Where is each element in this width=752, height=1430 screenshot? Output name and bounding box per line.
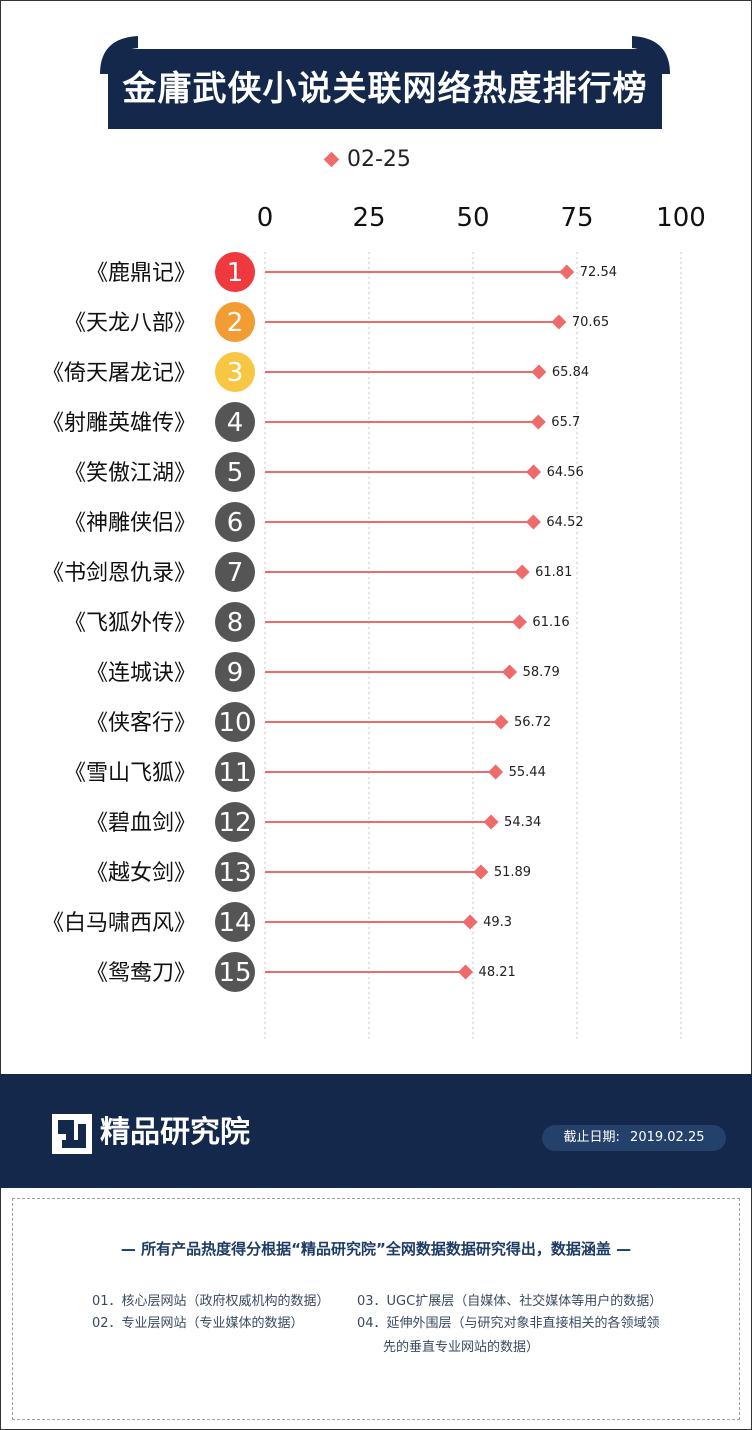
data-label: 72.54 bbox=[580, 265, 617, 280]
rank-number: 6 bbox=[227, 508, 244, 538]
rank-number: 4 bbox=[227, 408, 244, 438]
rank-badge bbox=[215, 952, 255, 992]
rank-number: 3 bbox=[227, 358, 244, 388]
note-item-04-cont: 先的垂直专业网站的数据） bbox=[383, 1340, 540, 1355]
lollipop-marker bbox=[531, 364, 547, 380]
category-label: 《越女剑》 bbox=[86, 861, 196, 886]
category-label: 《书剑恩仇录》 bbox=[42, 561, 196, 586]
rank-number: 2 bbox=[227, 308, 244, 338]
rank-badge bbox=[215, 652, 255, 692]
notes-panel bbox=[12, 1198, 740, 1420]
rank-number: 1 bbox=[227, 258, 244, 288]
category-label: 《倚天屠龙记》 bbox=[42, 361, 196, 386]
category-label: 《飞狐外传》 bbox=[64, 611, 196, 636]
x-tick-label: 0 bbox=[257, 203, 274, 233]
lollipop-marker bbox=[526, 464, 542, 480]
data-label: 61.81 bbox=[535, 565, 572, 580]
category-label: 《碧血剑》 bbox=[86, 811, 196, 836]
rank-number: 11 bbox=[218, 758, 251, 788]
data-label: 65.84 bbox=[552, 365, 589, 380]
brand-logo-icon bbox=[52, 1114, 92, 1154]
data-label: 58.79 bbox=[523, 665, 560, 680]
category-label: 《射雕英雄传》 bbox=[42, 411, 196, 436]
category-label: 《鸳鸯刀》 bbox=[86, 961, 196, 986]
data-label: 48.21 bbox=[479, 965, 516, 980]
category-label: 《神雕侠侣》 bbox=[64, 511, 196, 536]
rank-badge bbox=[215, 902, 255, 942]
lollipop-marker bbox=[473, 864, 489, 880]
lollipop-marker bbox=[488, 764, 504, 780]
data-label: 64.56 bbox=[547, 465, 584, 480]
lollipop-marker bbox=[458, 964, 474, 980]
data-label: 49.3 bbox=[483, 915, 512, 930]
lollipop-marker bbox=[511, 614, 527, 630]
category-label: 《连城诀》 bbox=[86, 661, 196, 686]
notes-heading: — 所有产品热度得分根据“精品研究院”全网数据数据研究得出，数据涵盖 — bbox=[120, 1240, 632, 1258]
data-label: 51.89 bbox=[494, 865, 531, 880]
rank-number: 14 bbox=[218, 908, 251, 938]
cutoff-date-label: 截止日期: bbox=[563, 1130, 620, 1145]
rank-number: 5 bbox=[227, 458, 244, 488]
data-label: 54.34 bbox=[504, 815, 541, 830]
lollipop-marker bbox=[462, 914, 478, 930]
rank-badge bbox=[215, 802, 255, 842]
data-label: 65.7 bbox=[551, 415, 580, 430]
lollipop-marker bbox=[502, 664, 518, 680]
rank-badge bbox=[215, 602, 255, 642]
data-label: 61.16 bbox=[532, 615, 569, 630]
lollipop-marker bbox=[559, 264, 575, 280]
category-label: 《天龙八部》 bbox=[64, 311, 196, 336]
rank-badge bbox=[215, 352, 255, 392]
data-label: 56.72 bbox=[514, 715, 551, 730]
category-label: 《白马啸西风》 bbox=[42, 911, 196, 936]
rank-number: 15 bbox=[218, 958, 251, 988]
lollipop-marker bbox=[514, 564, 530, 580]
page-title: 金庸武侠小说关联网络热度排行榜 bbox=[122, 69, 648, 109]
rank-number: 13 bbox=[218, 858, 251, 888]
lollipop-marker bbox=[493, 714, 509, 730]
rank-number: 12 bbox=[218, 808, 251, 838]
x-tick-label: 100 bbox=[656, 203, 706, 233]
category-label: 《侠客行》 bbox=[86, 711, 196, 736]
note-item-01: 01．核心层网站（政府权威机构的数据） bbox=[92, 1294, 330, 1309]
title-banner bbox=[100, 34, 670, 130]
rank-number: 7 bbox=[227, 558, 244, 588]
x-tick-label: 50 bbox=[456, 203, 489, 233]
category-label: 《雪山飞狐》 bbox=[64, 761, 196, 786]
data-label: 64.52 bbox=[546, 515, 583, 530]
rank-badge bbox=[215, 252, 255, 292]
lollipop-marker bbox=[530, 414, 546, 430]
lollipop-chart: 0 25 50 75 100《鹿鼎记》 1 72.54《天龙八部》 2 70.65《倚天屠龙记》… bbox=[42, 203, 706, 1040]
brand-name: 精品研究院 bbox=[100, 1115, 250, 1150]
rank-badge bbox=[215, 552, 255, 592]
lollipop-marker bbox=[525, 514, 541, 530]
x-tick-label: 25 bbox=[352, 203, 385, 233]
rank-badge bbox=[215, 702, 255, 742]
rank-badge bbox=[215, 452, 255, 492]
note-item-02: 02．专业层网站（专业媒体的数据） bbox=[92, 1316, 304, 1331]
rank-number: 10 bbox=[218, 708, 251, 738]
x-tick-label: 75 bbox=[560, 203, 593, 233]
rank-number: 9 bbox=[227, 658, 244, 688]
chart-legend: 02-25 bbox=[323, 144, 411, 174]
cutoff-date-value: 2019.02.25 bbox=[630, 1130, 705, 1145]
lollipop-marker bbox=[551, 314, 567, 330]
rank-badge bbox=[215, 852, 255, 892]
rank-badge bbox=[215, 302, 255, 342]
legend-diamond-icon bbox=[323, 151, 340, 167]
lollipop-marker bbox=[483, 814, 499, 830]
rank-badge bbox=[215, 402, 255, 442]
cutoff-date-badge: 截止日期: 2019.02.25 bbox=[542, 1125, 726, 1151]
rank-number: 8 bbox=[227, 608, 244, 638]
data-label: 70.65 bbox=[572, 315, 609, 330]
note-item-04: 04．延伸外围层（与研究对象非直接相关的各领域领 bbox=[357, 1316, 660, 1331]
rank-badge bbox=[215, 752, 255, 792]
category-label: 《笑傲江湖》 bbox=[64, 461, 196, 486]
note-item-03: 03．UGC扩展层（自媒体、社交媒体等用户的数据） bbox=[357, 1294, 663, 1309]
rank-badge bbox=[215, 502, 255, 542]
legend-label: 02-25 bbox=[347, 146, 411, 172]
data-label: 55.44 bbox=[509, 765, 546, 780]
category-label: 《鹿鼎记》 bbox=[86, 261, 196, 286]
